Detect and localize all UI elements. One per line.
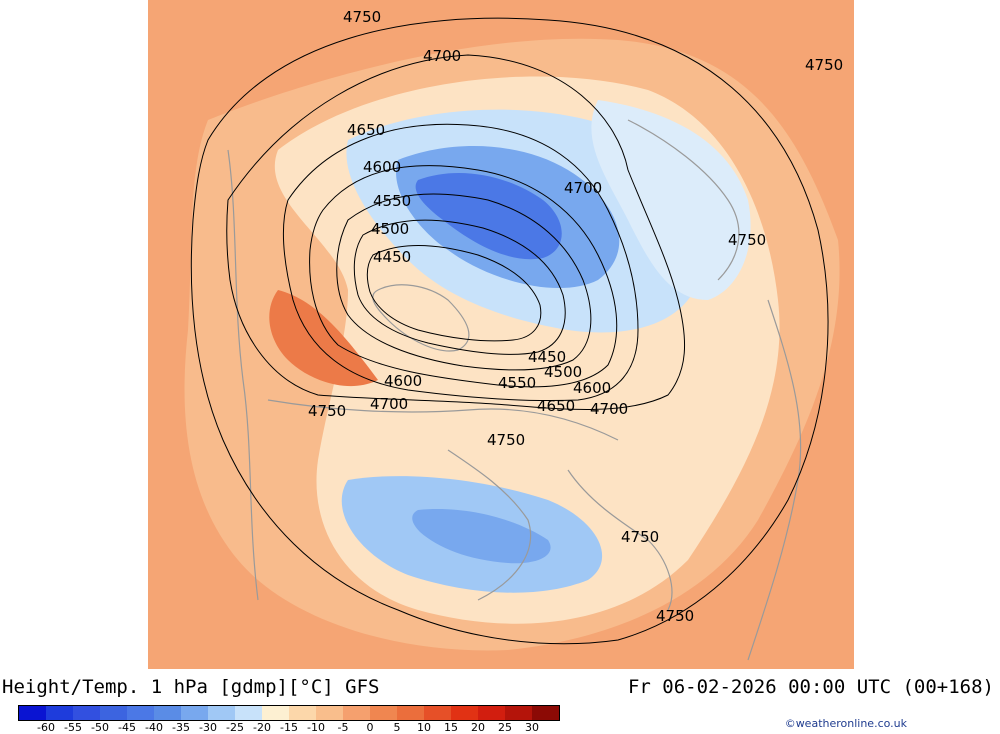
cool-region-east [591,100,751,300]
colorbar-swatch [19,706,46,720]
colorbar-label: -50 [91,721,109,734]
colorbar-label: -55 [64,721,82,734]
colorbar-label: 25 [498,721,512,734]
colorbar-swatch [505,706,532,720]
contour-label: 4700 [564,179,602,197]
contour-4450 [366,245,542,342]
contour-label: 4750 [308,402,346,420]
contour-label: 4750 [805,56,843,74]
contour-label: 4750 [343,8,381,26]
contour-label: 4750 [487,431,525,449]
colorbar-label: 10 [417,721,431,734]
valid-time: Fr 06-02-2026 00:00 UTC (00+168) [627,676,994,698]
colorbar-swatch [208,706,235,720]
colorbar-label: -45 [118,721,136,734]
colorbar-label: -15 [280,721,298,734]
colorbar-swatch [370,706,397,720]
colorbar-label: -35 [172,721,190,734]
contour-label: 4450 [373,248,411,266]
colorbar-swatch [100,706,127,720]
contour-label: 4550 [498,374,536,392]
contour-4650 [282,123,639,401]
height-contours [190,17,829,645]
contour-label: 4650 [537,397,575,415]
colorbar-label: -60 [37,721,55,734]
colorbar-label: -20 [253,721,271,734]
contour-4500 [353,219,566,355]
colorbar-label: -5 [337,721,349,734]
contour-label: 4600 [363,158,401,176]
colorbar-swatch [397,706,424,720]
contour-label: 4750 [621,528,659,546]
contour-label: 4700 [423,47,461,65]
contour-4550 [336,193,592,371]
credit-link[interactable]: ©weatheronline.co.uk [784,717,907,730]
colorbar-label: 30 [525,721,539,734]
colorbar-swatch [262,706,289,720]
colorbar-swatch [73,706,100,720]
contour-4700 [226,54,685,410]
colorbar-swatch [46,706,73,720]
colorbar-swatch [235,706,262,720]
contour-4750-outer [190,17,829,645]
colorbar-swatch [127,706,154,720]
coastlines [227,119,802,661]
contour-label: 4450 [528,348,566,366]
colorbar-label: 0 [366,721,374,734]
contour-label: 4650 [347,121,385,139]
map-panel: 4750 4700 4750 4650 4600 4700 4550 4500 … [148,0,854,669]
map-title: Height/Temp. 1 hPa [gdmp][°C] GFS [2,676,380,698]
contour-label: 4750 [728,231,766,249]
colorbar-labels: -60 -55 -50 -45 -40 -35 -30 -25 -20 -15 -10 -5 0 5 10 1… [18,721,578,734]
temperature-colorbar [18,705,560,721]
temperature-field-warm-spot [269,290,378,387]
contour-label: 4550 [373,192,411,210]
colorbar-label: 5 [393,721,401,734]
colorbar-swatch [181,706,208,720]
contour-label: 4500 [371,220,409,238]
colorbar-swatch [343,706,370,720]
contour-label: 4750 [656,607,694,625]
contour-labels: 4750 4700 4750 4650 4600 4700 4550 4500 … [308,8,843,625]
colorbar-label: 15 [444,721,458,734]
contour-label: 4500 [544,363,582,381]
colorbar-label: -25 [226,721,244,734]
height-temperature-map: 4750 4700 4750 4650 4600 4700 4550 4500 … [148,0,854,669]
colorbar-swatch [316,706,343,720]
colorbar-swatch [154,706,181,720]
colorbar-swatch [289,706,316,720]
colorbar-swatch [424,706,451,720]
contour-label: 4600 [384,372,422,390]
colorbar-label: 20 [471,721,485,734]
colorbar-label: -10 [307,721,325,734]
contour-4600 [309,165,618,388]
contour-label: 4700 [370,395,408,413]
cold-region-lower-core [412,509,551,564]
colorbar-swatch [451,706,478,720]
colorbar-swatch [478,706,505,720]
contour-label: 4600 [573,379,611,397]
colorbar-swatch [532,706,559,720]
contour-label: 4700 [590,400,628,418]
colorbar-label: -30 [199,721,217,734]
colorbar-label: -40 [145,721,163,734]
